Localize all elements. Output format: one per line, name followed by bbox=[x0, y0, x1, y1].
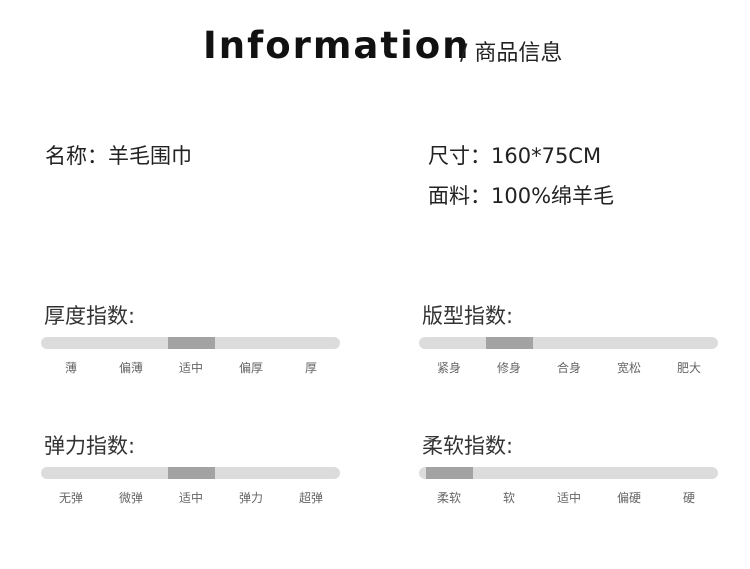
index-track bbox=[419, 337, 718, 349]
index-track bbox=[419, 467, 718, 479]
page-title: Information bbox=[203, 24, 471, 67]
index-indicator bbox=[167, 337, 215, 349]
page-subtitle: / 商品信息 bbox=[460, 41, 563, 66]
index-label: 薄 bbox=[64, 361, 78, 375]
index-label: 适中 bbox=[178, 361, 204, 375]
index-label: 肥大 bbox=[676, 361, 702, 375]
index-label: 适中 bbox=[556, 491, 582, 505]
index-title: 弹力指数: bbox=[44, 434, 136, 458]
index-title: 版型指数: bbox=[422, 304, 514, 328]
index-label: 偏硬 bbox=[616, 491, 642, 505]
product-name: 名称：羊毛围巾 bbox=[45, 144, 192, 168]
index-label: 合身 bbox=[556, 361, 582, 375]
index-label: 柔软 bbox=[436, 491, 462, 505]
index-label: 适中 bbox=[178, 491, 204, 505]
index-indicator bbox=[425, 467, 473, 479]
index-track bbox=[41, 467, 340, 479]
index-label: 紧身 bbox=[436, 361, 462, 375]
index-indicator bbox=[167, 467, 215, 479]
index-label: 无弹 bbox=[58, 491, 84, 505]
index-label: 修身 bbox=[496, 361, 522, 375]
index-indicator bbox=[485, 337, 533, 349]
index-label: 软 bbox=[502, 491, 516, 505]
product-size: 尺寸：160*75CM bbox=[428, 144, 602, 168]
index-label: 偏厚 bbox=[238, 361, 264, 375]
index-label: 宽松 bbox=[616, 361, 642, 375]
product-fabric: 面料：100%绵羊毛 bbox=[428, 184, 615, 208]
index-label: 厚 bbox=[304, 361, 318, 375]
index-label: 硬 bbox=[682, 491, 696, 505]
index-title: 柔软指数: bbox=[422, 434, 514, 458]
index-label: 超弹 bbox=[298, 491, 324, 505]
index-track bbox=[41, 337, 340, 349]
index-label: 偏薄 bbox=[118, 361, 144, 375]
index-title: 厚度指数: bbox=[44, 304, 136, 328]
index-label: 微弹 bbox=[118, 491, 144, 505]
index-label: 弹力 bbox=[238, 491, 264, 505]
